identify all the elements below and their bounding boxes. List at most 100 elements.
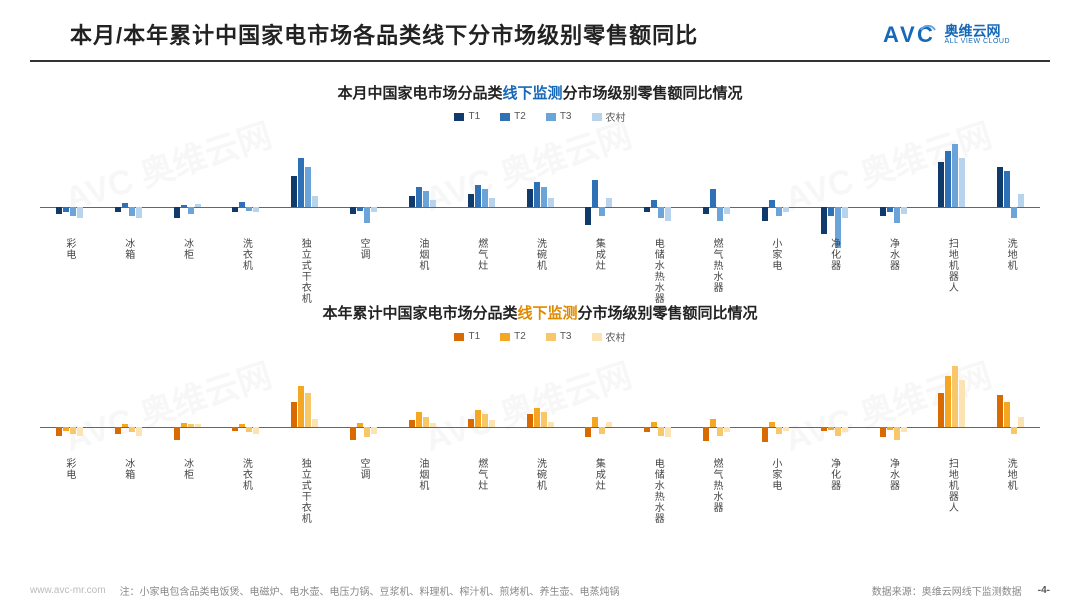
bar-rect xyxy=(423,417,429,427)
bar xyxy=(776,352,782,452)
bar-rect xyxy=(769,200,775,207)
bar-rect xyxy=(527,189,533,207)
bar-rect xyxy=(1011,207,1017,218)
bar xyxy=(651,352,657,452)
bar-rect xyxy=(475,185,481,208)
legend-label: 农村 xyxy=(606,329,626,344)
bar-group: 净水器 xyxy=(864,352,923,452)
bar-rect xyxy=(724,427,730,432)
bar-rect xyxy=(599,207,605,216)
bar xyxy=(291,132,297,232)
legend-label: 农村 xyxy=(606,109,626,124)
page-title: 本月/本年累计中国家电市场各品类线下分市场级别零售额同比 xyxy=(70,18,698,50)
category-label: 独立式干衣机 xyxy=(297,238,312,304)
bar-rect xyxy=(945,151,951,207)
bar-rect xyxy=(423,191,429,207)
bar xyxy=(828,352,834,452)
bar xyxy=(489,352,495,452)
legend-item: T1 xyxy=(454,329,480,344)
bar xyxy=(880,132,886,232)
bar xyxy=(371,132,377,232)
bar-rect xyxy=(703,207,709,214)
category-label: 油烟机 xyxy=(415,458,430,491)
bar xyxy=(475,132,481,232)
bar xyxy=(887,352,893,452)
bar xyxy=(762,352,768,452)
bar-rect xyxy=(783,207,789,212)
bar-rect xyxy=(644,207,650,212)
bar-rect xyxy=(350,427,356,440)
bar-rect xyxy=(291,176,297,208)
bar xyxy=(475,352,481,452)
bar-group: 扫地机器人 xyxy=(922,352,981,452)
bar-rect xyxy=(527,414,533,427)
bar-rect xyxy=(482,189,488,207)
legend-item: T2 xyxy=(500,329,526,344)
category-label: 燃气灶 xyxy=(474,458,489,491)
bar xyxy=(181,132,187,232)
bar xyxy=(115,132,121,232)
chart-area: 本月中国家电市场分品类线下监测分市场级别零售额同比情况 T1T2T3农村 彩电冰… xyxy=(0,62,1080,452)
bar-rect xyxy=(489,420,495,427)
category-label: 冰柜 xyxy=(180,238,195,260)
bar-rect xyxy=(952,366,958,427)
bar xyxy=(122,132,128,232)
bar-rect xyxy=(665,427,671,437)
bar-group: 独立式干衣机 xyxy=(275,352,334,452)
bar-rect xyxy=(821,427,827,431)
bar xyxy=(129,132,135,232)
bar-rect xyxy=(350,207,356,214)
bar xyxy=(997,132,1003,232)
bar-rect xyxy=(312,419,318,428)
bar-rect xyxy=(430,423,436,427)
bar xyxy=(253,132,259,232)
bar-rect xyxy=(762,427,768,442)
legend-label: T2 xyxy=(514,331,526,342)
bar xyxy=(56,352,62,452)
category-label: 冰柜 xyxy=(180,458,195,480)
bar xyxy=(842,132,848,232)
bar xyxy=(1018,132,1024,232)
bar-rect xyxy=(938,393,944,427)
category-label: 扫地机器人 xyxy=(944,238,959,293)
bar-rect xyxy=(599,427,605,434)
bar xyxy=(195,132,201,232)
bar-rect xyxy=(409,420,415,427)
bar xyxy=(997,352,1003,452)
bar xyxy=(651,132,657,232)
bar xyxy=(592,352,598,452)
bar-rect xyxy=(188,424,194,427)
bar xyxy=(305,132,311,232)
bar xyxy=(534,352,540,452)
bar xyxy=(585,132,591,232)
category-label: 电储水热水器 xyxy=(650,238,665,304)
page-header: 本月/本年累计中国家电市场各品类线下分市场级别零售额同比 A V C 奥维云网 … xyxy=(30,0,1050,62)
title-highlight: 线下监测 xyxy=(502,85,562,102)
bar-rect xyxy=(842,427,848,432)
logo-text-en: ALL VIEW CLOUD xyxy=(945,38,1010,45)
bar-rect xyxy=(901,207,907,214)
bar xyxy=(724,132,730,232)
bar-group: 扫地机器人 xyxy=(922,132,981,232)
bar-group: 冰柜 xyxy=(158,352,217,452)
bar xyxy=(239,352,245,452)
avc-logo-icon: A V C xyxy=(883,20,939,48)
bar xyxy=(938,352,944,452)
bar-rect xyxy=(665,207,671,221)
bar xyxy=(77,132,83,232)
bar xyxy=(534,132,540,232)
bar-rect xyxy=(181,205,187,207)
bar xyxy=(783,132,789,232)
bar-rect xyxy=(122,424,128,427)
bar-rect xyxy=(63,207,69,212)
bar xyxy=(592,132,598,232)
category-label: 燃气热水器 xyxy=(709,458,724,513)
bar-rect xyxy=(482,414,488,427)
bar xyxy=(717,132,723,232)
bar-groups: 彩电冰箱冰柜洗衣机独立式干衣机空调油烟机燃气灶洗碗机集成灶电储水热水器燃气热水器… xyxy=(40,132,1040,232)
logo-text-cn: 奥维云网 xyxy=(945,24,1010,38)
bar-rect xyxy=(592,180,598,207)
bar xyxy=(416,352,422,452)
bar-rect xyxy=(129,427,135,432)
bar xyxy=(468,132,474,232)
